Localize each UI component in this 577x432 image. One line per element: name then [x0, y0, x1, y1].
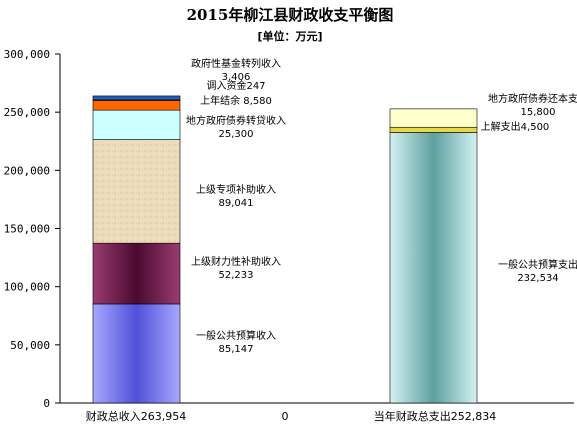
segment-value-label: 52,233 — [219, 270, 254, 281]
segment-value-label: 85,147 — [219, 344, 254, 355]
unit-label: [单位：万元] — [257, 29, 322, 43]
segment-name-label: 地方政府债券转贷收入 — [186, 114, 286, 127]
bar-segment — [92, 242, 181, 305]
segment-name-label: 一般公共预算支出 — [498, 258, 577, 271]
segment-name-label: 地方政府债券还本支出 — [488, 92, 577, 105]
category-label: 财政总收入263,954 — [86, 409, 187, 423]
segment-name-label: 上级财力性补助收入 — [191, 255, 281, 268]
y-tick-label: 0 — [43, 397, 50, 410]
chart-title: 2015年柳江县财政收支平衡图 — [187, 6, 394, 24]
bar-segment — [92, 303, 181, 404]
segment-name-label: 政府性基金转列收入 — [191, 57, 281, 70]
y-tick-group: 0 50,000 100,000 150,000 200,000 250,000 300,0… — [4, 48, 60, 410]
y-tick-label: 150,000 — [4, 223, 50, 236]
category-label-group: 财政总收入263,954 0 当年财政总支出252,834 — [86, 409, 497, 423]
segment-value-label: 15,800 — [521, 107, 556, 118]
y-tick-label: 250,000 — [4, 106, 50, 119]
bar-segment — [92, 95, 181, 101]
bar-segment — [389, 132, 478, 404]
category-label: 0 — [282, 410, 289, 423]
segment-name-label: 上年结余 8,580 — [200, 94, 272, 107]
bar-segment — [92, 109, 181, 140]
segment-name-label: 调入资金247 — [206, 79, 265, 92]
segment-name-label: 上级专项补助收入 — [196, 183, 276, 196]
segment-label-group: 一般公共预算收入 85,147 上级财力性补助收入 52,233 上级专项补助收入 89,… — [186, 57, 577, 355]
bar-segment — [389, 126, 478, 133]
bar-segment — [92, 99, 181, 111]
bar-segment — [389, 108, 478, 128]
segment-name-label: 一般公共预算收入 — [196, 329, 276, 342]
segment-value-label: 25,300 — [219, 129, 254, 140]
y-tick-label: 50,000 — [10, 339, 50, 352]
segment-name-label: 上解支出4,500 — [481, 120, 550, 133]
bars-group — [92, 95, 478, 404]
category-label: 当年财政总支出252,834 — [374, 409, 497, 423]
segment-value-label: 232,534 — [517, 273, 558, 284]
bar-segment — [92, 139, 181, 244]
segment-value-label: 89,041 — [219, 198, 254, 209]
y-tick-label: 100,000 — [4, 281, 50, 294]
y-tick-label: 200,000 — [4, 164, 50, 177]
segment-value-label: 3,406 — [222, 72, 251, 83]
y-tick-label: 300,000 — [4, 48, 50, 61]
